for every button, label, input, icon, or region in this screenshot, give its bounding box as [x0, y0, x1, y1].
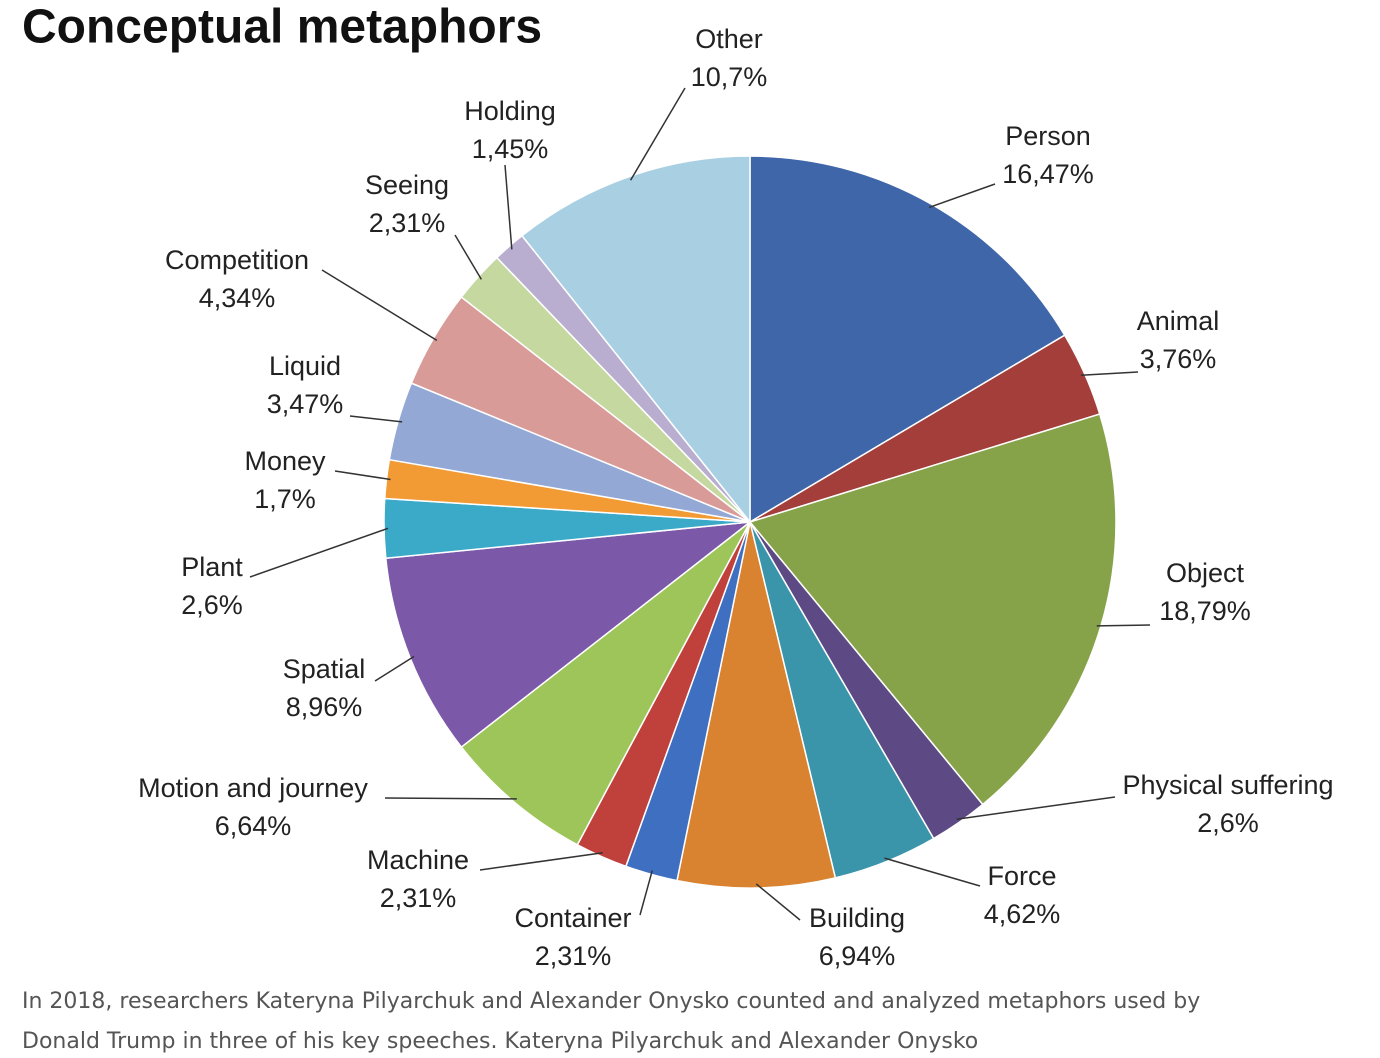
slice-label: Force	[987, 861, 1056, 891]
slice-label: Physical suffering	[1122, 770, 1333, 800]
leader-line	[629, 87, 686, 181]
slice-value-label: 4,34%	[199, 283, 276, 313]
leader-line	[334, 470, 391, 481]
leader-line	[384, 797, 517, 800]
leader-line	[884, 857, 981, 887]
leader-line	[1080, 371, 1139, 376]
slice-label: Motion and journey	[138, 773, 368, 803]
leader-line	[454, 234, 482, 280]
leader-line	[249, 527, 389, 578]
leader-line	[1096, 624, 1151, 627]
leader-line	[755, 883, 801, 921]
slice-label: Liquid	[269, 351, 341, 381]
slice-value-label: 3,76%	[1140, 344, 1217, 374]
slice-value-label: 16,47%	[1002, 159, 1094, 189]
slice-value-label: 18,79%	[1159, 596, 1251, 626]
pie-slice	[676, 521, 837, 889]
pie-slice	[748, 413, 1117, 806]
pie-slice	[460, 521, 751, 846]
slice-label: Competition	[165, 245, 309, 275]
pie-slice	[520, 155, 751, 525]
leader-line	[479, 852, 603, 871]
slice-value-label: 6,94%	[819, 941, 896, 971]
slice-value-label: 2,6%	[181, 590, 243, 620]
leader-line	[321, 269, 438, 342]
slice-value-label: 8,96%	[286, 692, 363, 722]
slice-value-label: 6,64%	[215, 811, 292, 841]
caption: In 2018, researchers Kateryna Pilyarchuk…	[22, 989, 1200, 1014]
slice-value-label: 4,62%	[984, 899, 1061, 929]
slice-label: Machine	[367, 845, 469, 875]
slice-value-label: 2,6%	[1197, 808, 1259, 838]
slice-label: Money	[244, 446, 326, 476]
slice-label: Person	[1005, 121, 1091, 151]
slice-value-label: 2,31%	[535, 941, 612, 971]
leader-line	[928, 183, 996, 209]
slice-value-label: 2,31%	[369, 208, 446, 238]
leader-line	[374, 655, 415, 682]
leader-line	[504, 164, 513, 250]
leader-line	[956, 796, 1116, 820]
leader-line	[349, 415, 403, 423]
pie-slice	[749, 155, 1066, 524]
slice-label: Spatial	[283, 654, 366, 684]
slice-label: Building	[809, 903, 905, 933]
slice-label: Other	[695, 24, 763, 54]
slice-label: Object	[1166, 558, 1245, 588]
slice-label: Seeing	[365, 170, 449, 200]
slice-value-label: 1,45%	[472, 134, 549, 164]
slice-value-label: 10,7%	[691, 62, 768, 92]
slice-label: Plant	[181, 552, 243, 582]
slice-value-label: 2,31%	[380, 883, 457, 913]
slice-value-label: 3,47%	[267, 389, 344, 419]
slice-value-label: 1,7%	[254, 484, 316, 514]
slice-label: Animal	[1137, 306, 1220, 336]
chart-title: Conceptual metaphors	[22, 1, 542, 54]
slice-label: Container	[514, 903, 631, 933]
caption: Donald Trump in three of his key speeche…	[22, 1029, 978, 1054]
leader-line	[639, 870, 653, 916]
slice-label: Holding	[464, 96, 556, 126]
